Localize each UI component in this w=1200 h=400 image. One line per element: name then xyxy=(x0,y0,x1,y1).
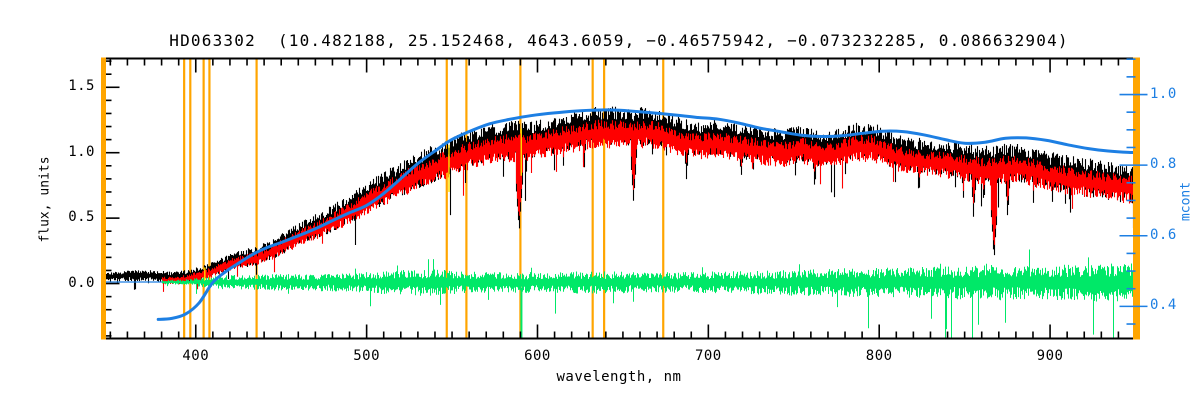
plot-title-parameters: (10.482188, 25.152468, 4643.6059, −0.465… xyxy=(277,31,1069,50)
residual-trace xyxy=(162,249,1136,339)
y-left-tick-label: 1.0 xyxy=(68,143,95,160)
plot-title: HD063302 (10.482188, 25.152468, 4643.6059… xyxy=(103,31,1135,50)
y-left-tick-label: 1.5 xyxy=(68,78,95,95)
x-tick-label: 700 xyxy=(694,348,722,364)
y-right-tick-label: 0.4 xyxy=(1150,297,1177,314)
x-tick-label: 500 xyxy=(353,348,381,364)
continuum-curve xyxy=(156,108,1136,321)
y-axis-label-flux: flux, units xyxy=(37,156,53,243)
x-tick-label: 600 xyxy=(524,348,551,364)
y-right-tick-label: 0.8 xyxy=(1150,156,1177,173)
x-tick-label: 800 xyxy=(865,348,893,364)
mcont-axis-ticks xyxy=(1119,58,1148,325)
x-tick-label: 400 xyxy=(182,348,210,364)
plot-title-star-id: HD063302 xyxy=(169,31,256,50)
y-right-tick-label: 0.6 xyxy=(1150,226,1177,243)
template-spectrum-trace xyxy=(161,119,1136,292)
wavelength-marker-lines xyxy=(183,58,665,339)
x-tick-label: 900 xyxy=(1036,348,1064,364)
y-left-tick-label: 0.5 xyxy=(68,209,95,226)
y-right-tick-label: 1.0 xyxy=(1150,85,1177,102)
y-axis-label-mcont: mcont xyxy=(1178,181,1194,222)
x-axis-label: wavelength, nm xyxy=(556,369,682,385)
y-left-tick-label: 0.0 xyxy=(68,274,95,291)
